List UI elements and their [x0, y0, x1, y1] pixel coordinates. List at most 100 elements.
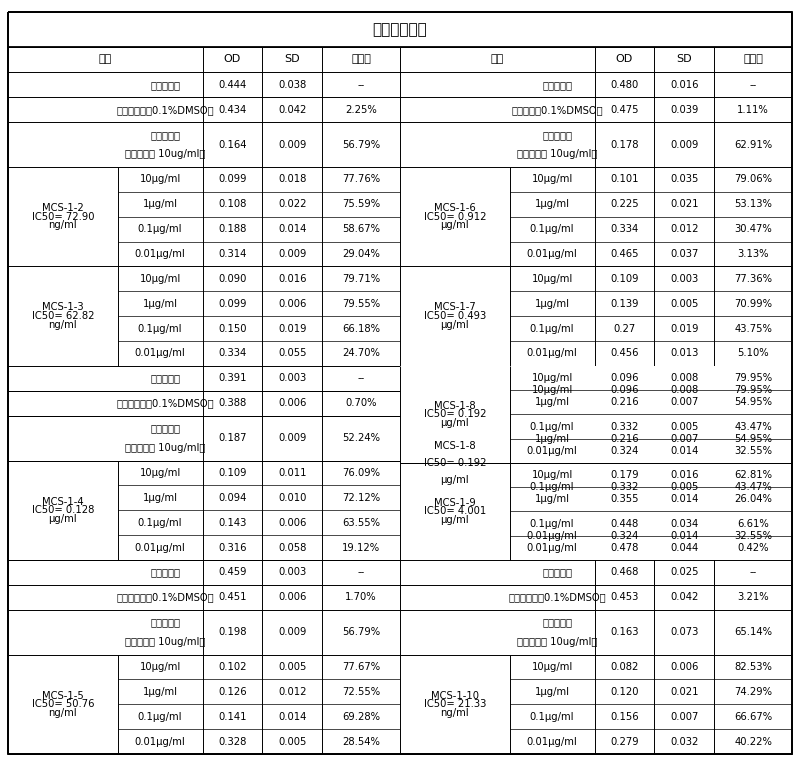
Text: IC50= 50.76: IC50= 50.76	[32, 700, 94, 709]
Text: 0.005: 0.005	[278, 737, 306, 747]
Text: 0.01μg/ml: 0.01μg/ml	[134, 543, 186, 552]
Text: 0.456: 0.456	[610, 348, 638, 358]
Text: 0.465: 0.465	[610, 249, 638, 259]
Text: 0.039: 0.039	[670, 104, 698, 115]
Text: 0.005: 0.005	[278, 662, 306, 672]
Text: （拉帕替尼 10ug/ml）: （拉帕替尼 10ug/ml）	[125, 637, 206, 647]
Text: μg/ml: μg/ml	[441, 418, 469, 428]
Text: 1μg/ml: 1μg/ml	[142, 493, 178, 503]
Text: MCS-1-10: MCS-1-10	[431, 690, 479, 700]
Text: 0.013: 0.013	[670, 348, 698, 358]
Text: IC50= 0.493: IC50= 0.493	[424, 311, 486, 322]
Text: 阴性对照组: 阴性对照组	[150, 373, 180, 383]
Text: 0.1μg/ml: 0.1μg/ml	[530, 421, 574, 431]
Text: 0.096: 0.096	[610, 385, 638, 395]
Text: MCS-1-3: MCS-1-3	[42, 303, 84, 312]
Text: 0.451: 0.451	[218, 592, 246, 602]
Text: 0.099: 0.099	[218, 174, 246, 184]
Text: 0.096: 0.096	[610, 373, 638, 383]
Text: 0.120: 0.120	[610, 687, 638, 697]
Text: IC50= 4.001: IC50= 4.001	[424, 507, 486, 517]
Text: 62.91%: 62.91%	[734, 139, 772, 149]
Text: 0.009: 0.009	[670, 139, 698, 149]
Text: 40.22%: 40.22%	[734, 737, 772, 747]
Text: 0.434: 0.434	[218, 104, 246, 115]
Text: 1μg/ml: 1μg/ml	[534, 434, 570, 443]
Text: 0.073: 0.073	[670, 627, 698, 637]
Text: 0.42%: 0.42%	[738, 543, 769, 552]
Text: 0.334: 0.334	[610, 224, 638, 234]
Text: MCS-1-8: MCS-1-8	[434, 441, 476, 451]
Text: 0.334: 0.334	[218, 348, 246, 358]
Text: 1μg/ml: 1μg/ml	[142, 299, 178, 309]
Text: 2.25%: 2.25%	[346, 104, 377, 115]
Text: 72.55%: 72.55%	[342, 687, 380, 697]
Text: 0.187: 0.187	[218, 433, 246, 443]
Text: 0.008: 0.008	[670, 385, 698, 395]
Text: 0.01μg/ml: 0.01μg/ml	[134, 737, 186, 747]
Text: 0.1μg/ml: 0.1μg/ml	[530, 712, 574, 722]
Text: 79.06%: 79.06%	[734, 174, 772, 184]
Text: 77.76%: 77.76%	[342, 174, 380, 184]
Text: 0.332: 0.332	[610, 482, 638, 492]
Text: 0.044: 0.044	[670, 543, 698, 552]
Text: （拉帕替尼 10ug/ml）: （拉帕替尼 10ug/ml）	[125, 149, 206, 159]
Text: 10μg/ml: 10μg/ml	[139, 662, 181, 672]
Text: 10μg/ml: 10μg/ml	[531, 470, 573, 480]
Text: 0.042: 0.042	[278, 104, 306, 115]
Text: 1μg/ml: 1μg/ml	[142, 200, 178, 210]
Text: ng/ml: ng/ml	[49, 708, 77, 718]
Text: 56.79%: 56.79%	[342, 139, 380, 149]
Text: 0.042: 0.042	[670, 592, 698, 602]
Text: 溶媒对照（0.1%DMSO）: 溶媒对照（0.1%DMSO）	[511, 104, 603, 115]
Text: IC50= 0.912: IC50= 0.912	[424, 212, 486, 222]
Text: 组别: 组别	[490, 54, 504, 65]
Text: 0.444: 0.444	[218, 80, 246, 90]
Text: 0.448: 0.448	[610, 519, 638, 529]
Text: 0.003: 0.003	[278, 568, 306, 578]
Text: 10μg/ml: 10μg/ml	[531, 373, 573, 383]
Text: 10μg/ml: 10μg/ml	[139, 274, 181, 284]
Text: 30.47%: 30.47%	[734, 224, 772, 234]
Text: 0.459: 0.459	[218, 568, 246, 578]
Text: 0.01μg/ml: 0.01μg/ml	[526, 530, 578, 541]
Text: 74.29%: 74.29%	[734, 687, 772, 697]
Text: MCS-1-4: MCS-1-4	[42, 497, 84, 507]
Text: 79.71%: 79.71%	[342, 274, 380, 284]
Text: 0.090: 0.090	[218, 274, 246, 284]
Text: MCS-1-6: MCS-1-6	[434, 203, 476, 213]
Text: 0.012: 0.012	[278, 687, 306, 697]
Text: 24.70%: 24.70%	[342, 348, 380, 358]
Text: 0.225: 0.225	[610, 200, 638, 210]
Text: 0.198: 0.198	[218, 627, 246, 637]
Text: 0.01μg/ml: 0.01μg/ml	[526, 737, 578, 747]
Text: SD: SD	[677, 54, 692, 65]
Text: 58.67%: 58.67%	[342, 224, 380, 234]
Text: 阳性对照组: 阳性对照组	[150, 130, 180, 139]
Text: 5.10%: 5.10%	[738, 348, 769, 358]
Text: 0.032: 0.032	[670, 737, 698, 747]
Text: MCS-1-8: MCS-1-8	[434, 401, 476, 411]
Text: 0.099: 0.099	[218, 299, 246, 309]
Text: 76.09%: 76.09%	[342, 468, 380, 478]
Text: 0.216: 0.216	[610, 434, 638, 443]
Text: 0.003: 0.003	[278, 373, 306, 383]
Text: 66.67%: 66.67%	[734, 712, 772, 722]
Text: IC50= 62.82: IC50= 62.82	[32, 311, 94, 322]
Text: 0.005: 0.005	[670, 482, 698, 492]
Text: 79.95%: 79.95%	[734, 373, 772, 383]
Text: 0.279: 0.279	[610, 737, 638, 747]
Text: 0.179: 0.179	[610, 470, 638, 480]
Text: 0.010: 0.010	[278, 493, 306, 503]
Text: 0.025: 0.025	[670, 568, 698, 578]
Text: 0.388: 0.388	[218, 399, 246, 408]
Text: 0.01μg/ml: 0.01μg/ml	[526, 446, 578, 456]
Text: 0.178: 0.178	[610, 139, 638, 149]
Text: 0.037: 0.037	[670, 249, 698, 259]
Text: 0.007: 0.007	[670, 712, 698, 722]
Text: 0.156: 0.156	[610, 712, 638, 722]
Text: 0.006: 0.006	[278, 592, 306, 602]
Text: 77.36%: 77.36%	[734, 274, 772, 284]
Text: 10μg/ml: 10μg/ml	[139, 174, 181, 184]
Text: 79.55%: 79.55%	[342, 299, 380, 309]
